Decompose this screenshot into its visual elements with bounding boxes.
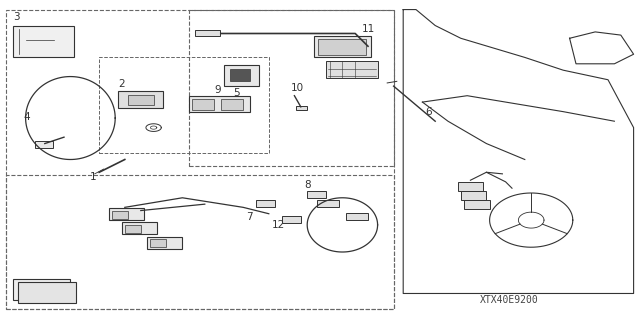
- Bar: [230, 69, 250, 81]
- Text: 5: 5: [234, 88, 240, 98]
- Text: 9: 9: [214, 85, 221, 94]
- Text: 1: 1: [90, 172, 96, 182]
- Bar: [296, 106, 307, 110]
- Bar: [128, 95, 154, 105]
- Bar: [464, 200, 490, 209]
- Bar: [125, 225, 141, 233]
- Bar: [461, 191, 486, 200]
- Bar: [314, 36, 371, 57]
- Text: 4: 4: [23, 112, 29, 122]
- Bar: [122, 222, 157, 234]
- Text: XTX40E9200: XTX40E9200: [479, 295, 538, 305]
- Text: 3: 3: [13, 12, 19, 22]
- Text: 12: 12: [272, 220, 285, 230]
- Bar: [282, 216, 301, 223]
- Text: 6: 6: [426, 107, 432, 117]
- Bar: [150, 239, 166, 247]
- Bar: [35, 141, 53, 148]
- Bar: [118, 91, 163, 108]
- Bar: [147, 237, 182, 249]
- Bar: [224, 65, 259, 86]
- Bar: [192, 99, 214, 110]
- Bar: [326, 61, 378, 78]
- Bar: [307, 191, 326, 198]
- Bar: [13, 279, 70, 300]
- Text: 7: 7: [246, 212, 253, 222]
- Bar: [458, 182, 483, 191]
- Bar: [256, 200, 275, 207]
- Bar: [317, 200, 339, 207]
- Bar: [189, 96, 250, 112]
- Bar: [195, 30, 220, 36]
- Text: 8: 8: [304, 180, 310, 190]
- Bar: [346, 213, 368, 220]
- Text: 2: 2: [118, 79, 125, 89]
- Bar: [318, 39, 366, 55]
- Bar: [109, 208, 144, 220]
- Bar: [18, 282, 76, 303]
- Text: 10: 10: [291, 83, 305, 93]
- Bar: [112, 211, 128, 219]
- Bar: [13, 26, 74, 57]
- Text: 11: 11: [362, 24, 375, 34]
- Bar: [221, 99, 243, 110]
